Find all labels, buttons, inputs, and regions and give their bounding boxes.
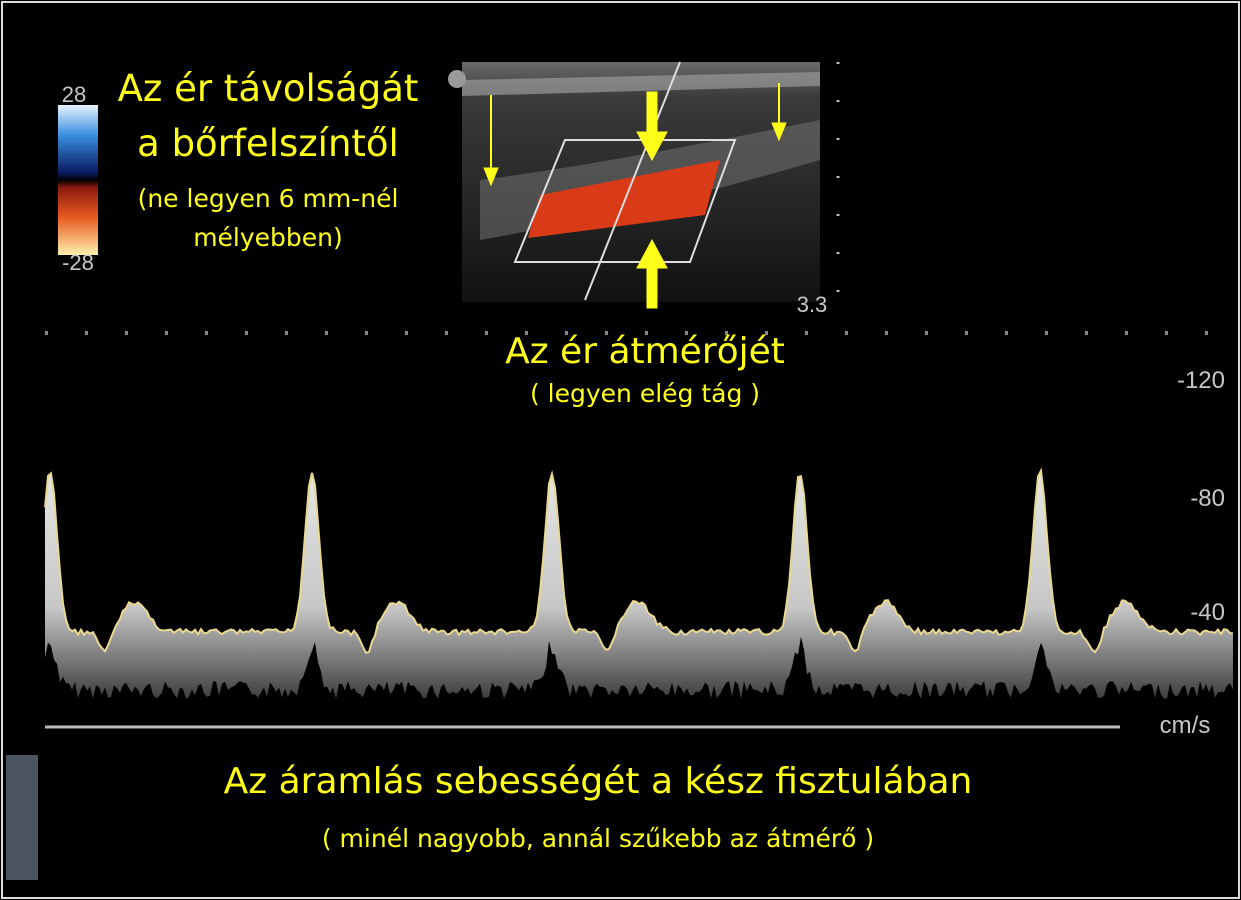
diameter-detail: ( legyen elég tág ) bbox=[530, 379, 760, 408]
side-panel bbox=[6, 755, 38, 880]
depth-title: Az ér távolságát bbox=[118, 67, 419, 110]
color-bar bbox=[58, 105, 98, 255]
velocity-tick-label: -40 bbox=[1190, 599, 1225, 626]
color-min: -28 bbox=[62, 250, 94, 275]
diameter-title: Az ér átmérőjét bbox=[505, 331, 785, 372]
velocity-tick-label: -80 bbox=[1190, 485, 1225, 512]
velocity-title: Az áramlás sebességét a kész fisztulában bbox=[224, 761, 973, 802]
depth-title: a bőrfelszíntől bbox=[137, 122, 399, 165]
b-mode-image: 3.3 bbox=[448, 62, 838, 317]
velocity-tick-label: -120 bbox=[1177, 367, 1225, 394]
marker bbox=[448, 70, 466, 88]
ultrasound-image: 28 -28 Az ér távolságát a bőrfelszíntől … bbox=[0, 0, 1241, 900]
velocity-detail: ( minél nagyobb, annál szűkebb az átmérő… bbox=[322, 824, 874, 853]
depth-detail: mélyebben) bbox=[193, 223, 343, 252]
color-max: 28 bbox=[62, 82, 86, 107]
velocity-unit: cm/s bbox=[1160, 712, 1211, 739]
depth-label: 3.3 bbox=[797, 292, 828, 317]
depth-detail: (ne legyen 6 mm-nél bbox=[138, 184, 399, 213]
